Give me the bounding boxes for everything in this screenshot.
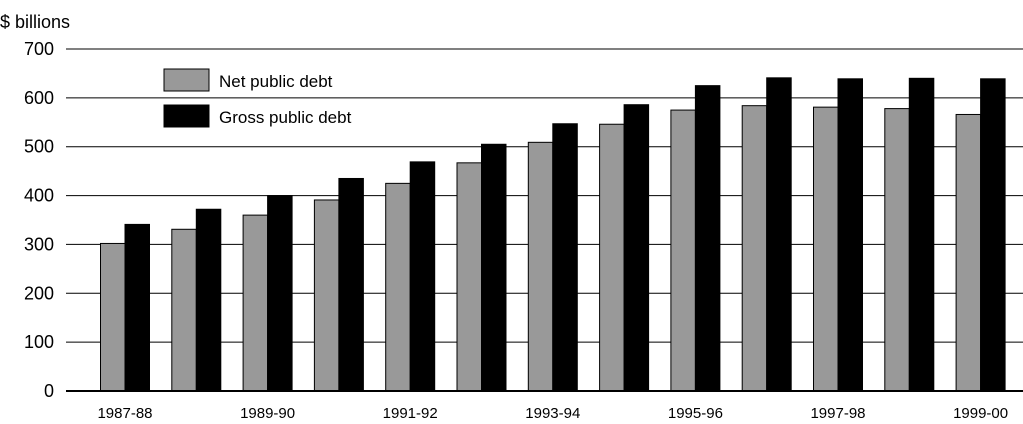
y-tick-label: 600	[24, 88, 54, 108]
x-tick-label: 1991-92	[383, 405, 438, 422]
x-tick-label: 1997-98	[810, 405, 865, 422]
y-tick-label: 0	[44, 381, 54, 401]
legend: Net public debt Gross public debt	[163, 68, 352, 128]
y-tick-label: 100	[24, 332, 54, 352]
bar-net-public-debt	[599, 123, 625, 392]
y-tick-label: 400	[24, 186, 54, 206]
bar-gross-public-debt	[267, 195, 293, 392]
x-tick-label: 1989-90	[240, 405, 295, 422]
bar-net-public-debt	[385, 182, 411, 392]
bar-gross-public-debt	[623, 104, 650, 392]
y-tick-label: 700	[24, 39, 54, 59]
bar-net-public-debt	[884, 108, 910, 392]
y-axis-ticks: 0 100 200 300 400 500 600 700	[24, 39, 54, 401]
legend-swatch-net	[163, 68, 210, 92]
x-tick-label: 1999-00	[953, 405, 1008, 422]
bar-gross-public-debt	[195, 208, 222, 392]
bar-gross-public-debt	[481, 143, 507, 392]
x-tick-label: 1993-94	[525, 405, 580, 422]
y-tick-label: 300	[24, 234, 54, 254]
y-axis-unit-label: $ billions	[0, 12, 70, 32]
bar-gross-public-debt	[338, 177, 364, 392]
legend-swatch-gross	[163, 104, 210, 128]
bar-net-public-debt	[456, 162, 482, 392]
bar-gross-public-debt	[766, 77, 792, 392]
bar-gross-public-debt	[124, 223, 150, 392]
legend-label-net: Net public debt	[219, 72, 333, 91]
x-axis-ticks: 1987-88 1989-90 1991-92 1993-94 1995-96 1997-…	[97, 405, 1008, 422]
bar-net-public-debt	[527, 141, 554, 392]
legend-label-gross: Gross public debt	[219, 108, 352, 127]
y-tick-label: 500	[24, 137, 54, 157]
x-tick-label: 1987-88	[97, 405, 152, 422]
bar-gross-public-debt	[908, 77, 935, 392]
bar-net-public-debt	[955, 113, 982, 392]
bar-gross-public-debt	[409, 161, 436, 392]
bar-net-public-debt	[100, 242, 126, 392]
bar-gross-public-debt	[552, 123, 578, 392]
bar-net-public-debt	[242, 214, 269, 392]
bar-net-public-debt	[741, 105, 768, 392]
bar-net-public-debt	[313, 199, 340, 392]
x-tick-label: 1995-96	[668, 405, 723, 422]
bar-gross-public-debt	[837, 78, 863, 392]
bars	[100, 77, 1006, 392]
bar-net-public-debt	[813, 106, 839, 392]
bar-gross-public-debt	[694, 85, 721, 392]
bar-net-public-debt	[670, 109, 696, 392]
bar-gross-public-debt	[980, 78, 1006, 392]
bar-net-public-debt	[171, 228, 197, 392]
y-tick-label: 200	[24, 283, 54, 303]
